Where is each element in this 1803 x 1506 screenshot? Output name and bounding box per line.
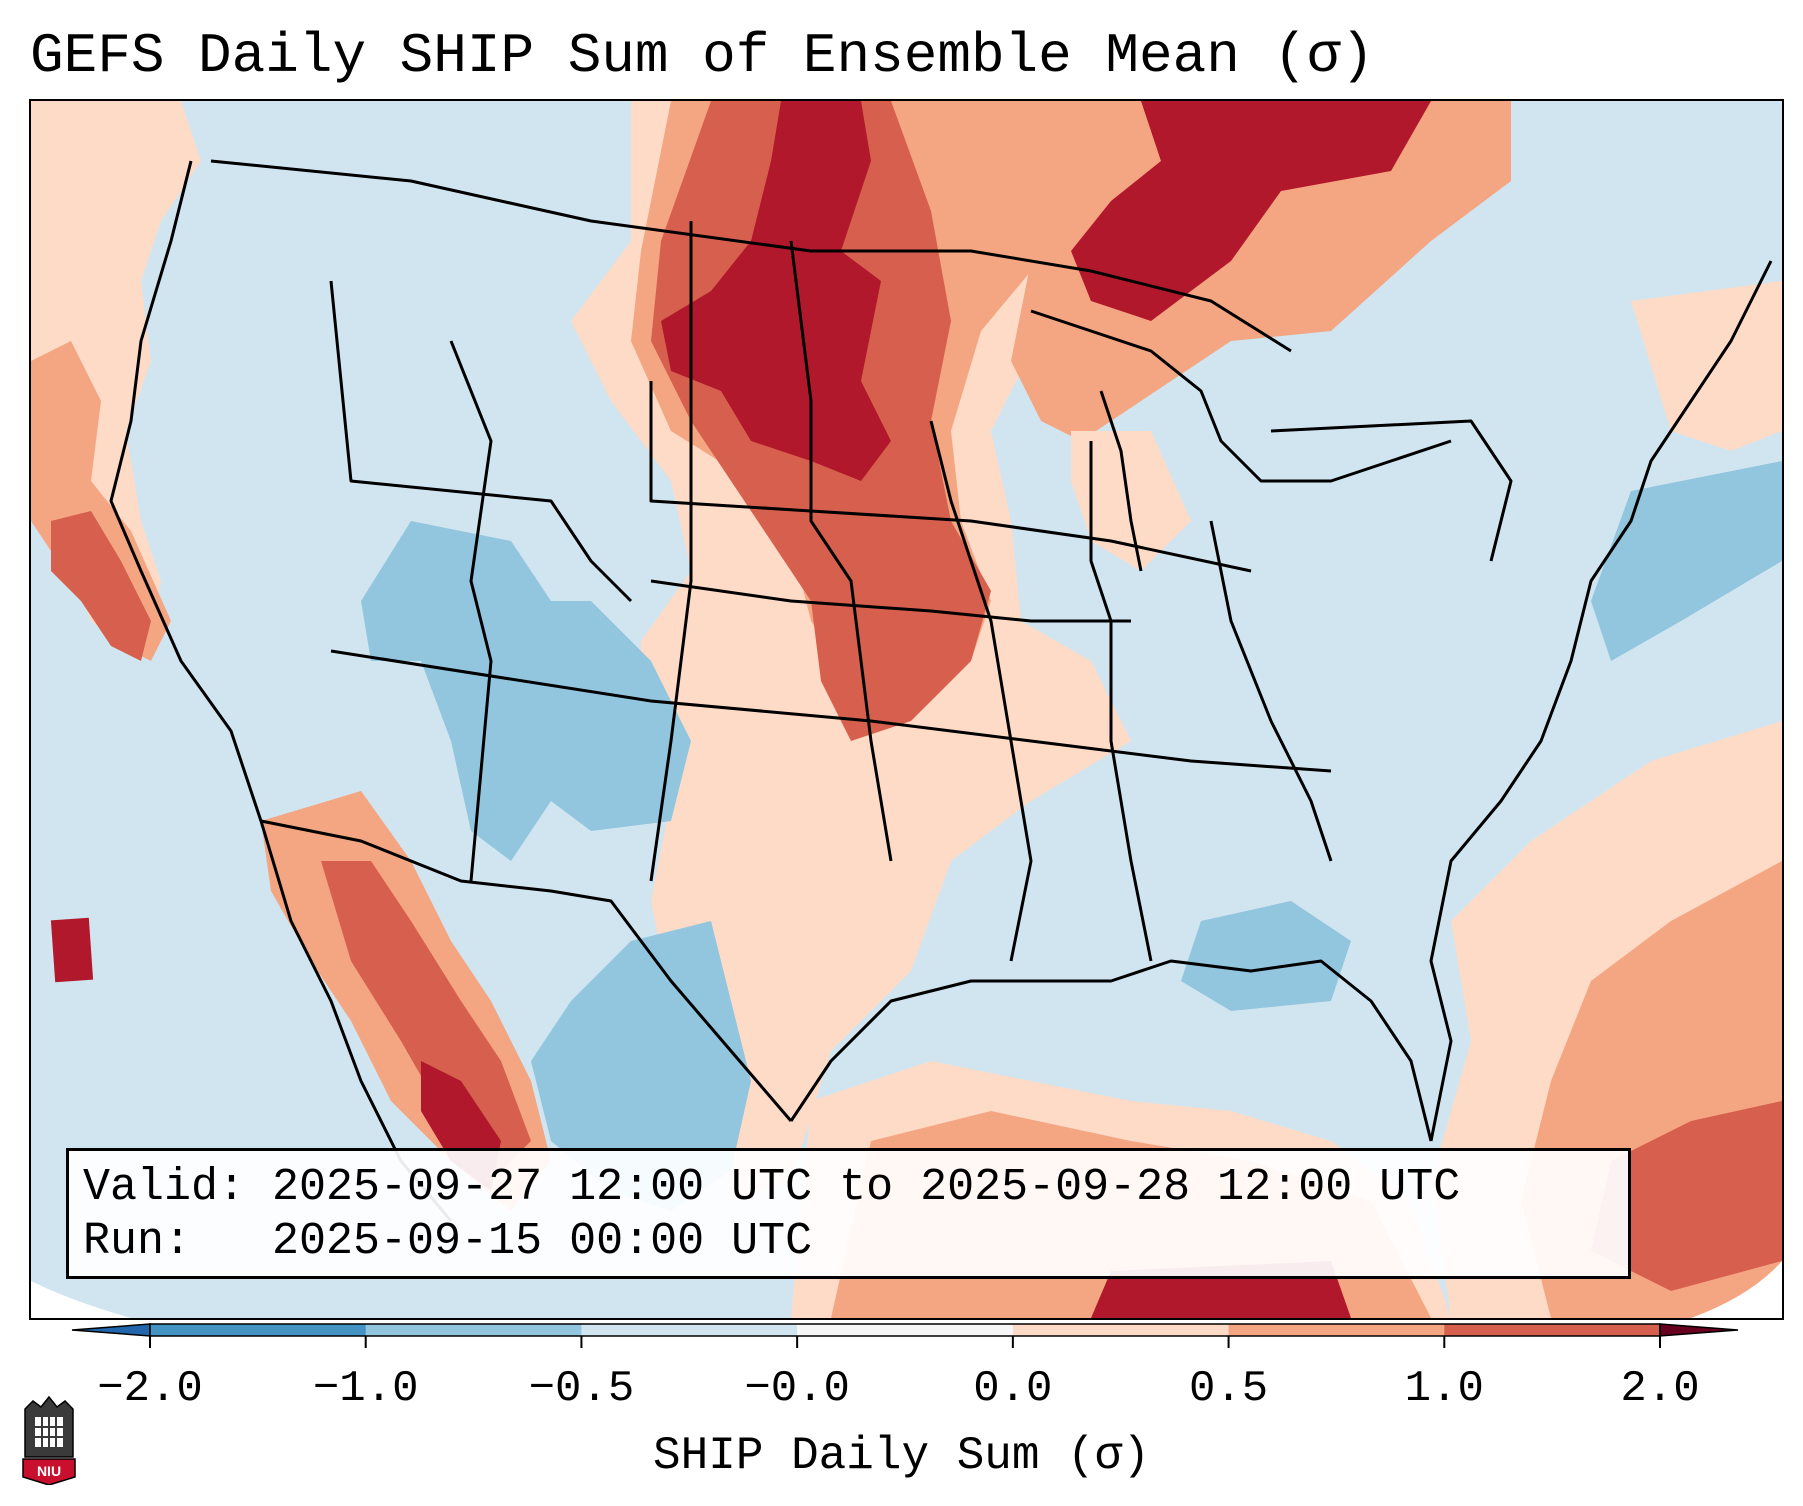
colorbar-segment: [1012, 1324, 1230, 1336]
colorbar-segment: [1228, 1324, 1445, 1336]
colorbar-label: SHIP Daily Sum (σ): [653, 1430, 1150, 1482]
field-region-rockies-cool: [361, 521, 691, 861]
state-border-dakotas: [649, 221, 693, 882]
colorbar-segment: [1444, 1324, 1661, 1336]
colorbar-tick-label: 1.0: [1404, 1364, 1484, 1414]
state-border-appalachian: [1209, 520, 1333, 862]
state-border-rockies: [449, 340, 493, 882]
colorbar-segment: [797, 1324, 1014, 1336]
field-region-northeast-warm: [1631, 281, 1782, 451]
niu-huskie-tower-logo: NIU: [22, 1395, 76, 1485]
projection-edge: [31, 1281, 131, 1318]
info-box: Valid: 2025-09-27 12:00 UTC to 2025-09-2…: [66, 1148, 1631, 1279]
colorbar-tick-label: −0.0: [744, 1364, 850, 1414]
field-region-baja-hot: [321, 861, 531, 1181]
field-region-california-hot: [51, 511, 151, 661]
state-border-plains-north: [649, 381, 1252, 573]
colorbar-tick-label: −1.0: [312, 1364, 419, 1414]
colorbar-tick-label: 0.5: [1188, 1364, 1269, 1414]
us-mexico-border: [260, 819, 793, 1122]
pacific-coastline: [109, 160, 453, 1222]
state-border-four-corners: [330, 649, 1332, 773]
state-border-ohio-valley: [1089, 441, 1153, 962]
field-region-canada-hot: [1071, 101, 1431, 321]
atlantic-coastline: [1429, 260, 1773, 1142]
map-title: GEFS Daily SHIP Sum of Ensemble Mean (σ): [30, 24, 1375, 88]
colorbar-tick-label: −0.5: [528, 1364, 635, 1414]
colorbar-tick-label: 0.0: [973, 1364, 1053, 1414]
valid-time-text: Valid: 2025-09-27 12:00 UTC to 2025-09-2…: [83, 1162, 1461, 1213]
field-region-atlantic-cool: [1591, 461, 1782, 661]
field-region-texas-cool: [531, 921, 751, 1211]
colorbar-extend-min: [71, 1323, 151, 1337]
ship-anomaly-map: [31, 101, 1782, 1318]
state-border-minnesota: [789, 240, 893, 862]
colorbar-segment: [581, 1324, 798, 1336]
run-time-text: Run: 2025-09-15 00:00 UTC: [83, 1216, 813, 1267]
gulf-coastline: [789, 959, 1433, 1142]
niu-badge-text: NIU: [37, 1463, 61, 1479]
state-border-iowa-missouri: [929, 420, 1033, 962]
niu-badge: [22, 1458, 76, 1485]
projection-edge-right: [1691, 1261, 1782, 1318]
us-canada-border: [210, 159, 1292, 353]
lake-michigan-shoreline: [1099, 390, 1143, 572]
field-region-canada-warm: [971, 101, 1511, 441]
field-region-southeast-cool: [1181, 901, 1351, 1011]
field-region-california-warm: [31, 341, 171, 661]
field-region-dakotas-max: [661, 101, 891, 481]
colorbar-tick-label: −2.0: [97, 1364, 203, 1414]
colorbar-segment: [365, 1324, 582, 1336]
state-border-montana-north: [329, 280, 633, 603]
colorbar-tick-label: 2.0: [1620, 1364, 1700, 1414]
field-spot-pacific-hot: [50, 917, 94, 983]
colorbar: [71, 1323, 1739, 1348]
great-lakes-shoreline: [1030, 309, 1452, 483]
map-panel: [29, 99, 1784, 1320]
colorbar-outline: [149, 1323, 1661, 1337]
field-region-upper-midwest-warm: [1071, 431, 1191, 571]
field-region-caribbean-hot: [1591, 1101, 1782, 1291]
boundary-lines: [109, 159, 1773, 1222]
colorbar-segment: [150, 1324, 367, 1336]
state-border-plains-mid: [650, 579, 1131, 623]
state-border-pennsylvania: [1270, 419, 1513, 562]
colorbar-extend-max: [1659, 1323, 1739, 1337]
